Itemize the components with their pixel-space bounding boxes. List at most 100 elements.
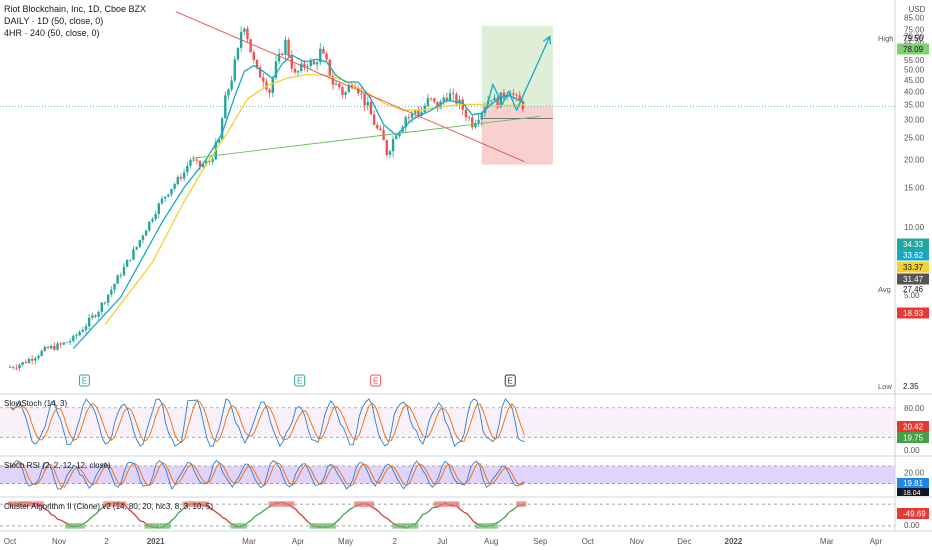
- cluster-line-segment: [44, 508, 49, 512]
- candle-body: [78, 331, 81, 336]
- price-badge: [897, 249, 929, 261]
- candle-body: [287, 39, 290, 57]
- cluster-oversold-block: [150, 523, 155, 529]
- candle-body: [290, 56, 293, 69]
- cluster-overbought-block: [452, 501, 457, 507]
- candle-body: [464, 109, 468, 118]
- cluster-oversold-block: [411, 523, 416, 529]
- cluster-oversold-block: [233, 523, 238, 529]
- cluster-oversold-block: [236, 523, 241, 529]
- candle-body: [480, 112, 483, 120]
- cluster-line-segment: [85, 519, 90, 523]
- cluster-line-segment: [225, 518, 230, 523]
- cluster-line-segment: [95, 510, 100, 515]
- earnings-marker-label: E: [508, 377, 513, 386]
- candle-body: [148, 221, 151, 231]
- cluster-overbought-block: [519, 501, 524, 507]
- candle-body: [363, 93, 366, 106]
- cluster-overbought-block: [119, 501, 124, 507]
- candle-body: [160, 198, 164, 204]
- cluster-overbought-block: [189, 501, 194, 507]
- candle-body: [205, 161, 208, 165]
- chart-title: Riot Blockchain, Inc, 1D, Cboe BZX: [4, 4, 147, 14]
- cluster-line-segment: [209, 507, 214, 511]
- time-tick: Jul: [437, 537, 447, 546]
- price-badge-value: 78.09: [903, 45, 924, 54]
- cluster-overbought-block: [446, 501, 451, 507]
- cluster-overbought-block: [370, 501, 375, 507]
- candle-body: [100, 302, 104, 312]
- cluster-oversold-block: [154, 523, 159, 529]
- cluster-overbought-block: [17, 501, 22, 507]
- cluster-line-segment: [508, 509, 513, 514]
- cluster-line-segment: [339, 514, 344, 519]
- candle-body: [135, 246, 138, 250]
- candle-body: [521, 101, 525, 110]
- time-tick: Nov: [52, 537, 66, 546]
- candle-body: [369, 102, 373, 115]
- price-tick: 15.00: [904, 183, 925, 192]
- candle-body: [429, 98, 433, 100]
- cluster-overbought-block: [33, 501, 38, 507]
- cluster-line-segment: [428, 507, 433, 512]
- cluster-line-segment: [41, 505, 46, 510]
- cluster-oversold-block: [166, 523, 171, 529]
- price-tick: 55.00: [904, 56, 925, 65]
- candle-body: [236, 48, 240, 60]
- cluster-line-segment: [171, 516, 176, 521]
- candle-body: [391, 139, 395, 152]
- time-tick: May: [338, 537, 353, 546]
- candle-body: [37, 355, 40, 359]
- cluster-line-segment: [212, 509, 217, 513]
- cluster-overbought-block: [109, 501, 114, 507]
- candle-body: [125, 259, 129, 267]
- time-tick: Aug: [484, 537, 498, 546]
- cluster-overbought-block: [192, 501, 197, 507]
- candle-body: [176, 176, 179, 185]
- candle-body: [255, 59, 259, 68]
- cluster-oversold-block: [481, 523, 486, 529]
- cluster-line-segment: [304, 518, 309, 523]
- cluster-line-segment: [127, 507, 132, 512]
- candle-body: [350, 84, 354, 87]
- candle-body: [129, 259, 132, 261]
- candle-body: [439, 101, 442, 109]
- price-tick: 20.00: [904, 155, 925, 164]
- earnings-marker-label: E: [373, 377, 378, 386]
- candle-body: [341, 86, 344, 96]
- candle-body: [65, 342, 69, 344]
- stochrsi-value-k: 19.81: [903, 479, 924, 488]
- cluster-line-segment: [501, 516, 506, 520]
- candle-body: [249, 39, 252, 53]
- earnings-marker: [78, 374, 90, 387]
- cluster-oversold-block: [144, 523, 149, 529]
- cluster-line-segment: [377, 510, 383, 516]
- cluster-overbought-block: [122, 501, 127, 507]
- time-tick: Apr: [292, 537, 305, 546]
- price-label-caption: Avg: [878, 285, 891, 294]
- support-trendline: [191, 115, 541, 159]
- time-tick: Sep: [533, 537, 548, 546]
- candle-body: [395, 136, 398, 140]
- time-tick: 2021: [147, 537, 165, 546]
- cluster-line-segment: [346, 508, 351, 513]
- time-tick: Apr: [870, 537, 883, 546]
- cluster-line-segment: [168, 519, 173, 524]
- cluster-oversold-block: [398, 523, 403, 529]
- cluster-line-segment: [463, 511, 468, 515]
- candle-body: [303, 63, 306, 67]
- stochrsi-title: Stoch RSI (2, 2, 12, 12, close): [4, 461, 111, 470]
- cluster-line-segment: [387, 518, 392, 523]
- candle-body: [81, 329, 85, 332]
- stochrsi-k-line: [9, 459, 525, 490]
- candle-body: [433, 98, 436, 102]
- cluster-line-segment: [466, 513, 471, 518]
- cluster-overbought-block: [185, 501, 190, 507]
- candle-body: [252, 52, 255, 60]
- cluster-oversold-block: [65, 523, 70, 529]
- candle-body: [452, 93, 455, 95]
- ma-daily-legend: DAILY · 1D (50, close, 0): [4, 16, 104, 26]
- candle-body: [8, 367, 12, 368]
- candle-body: [91, 315, 94, 318]
